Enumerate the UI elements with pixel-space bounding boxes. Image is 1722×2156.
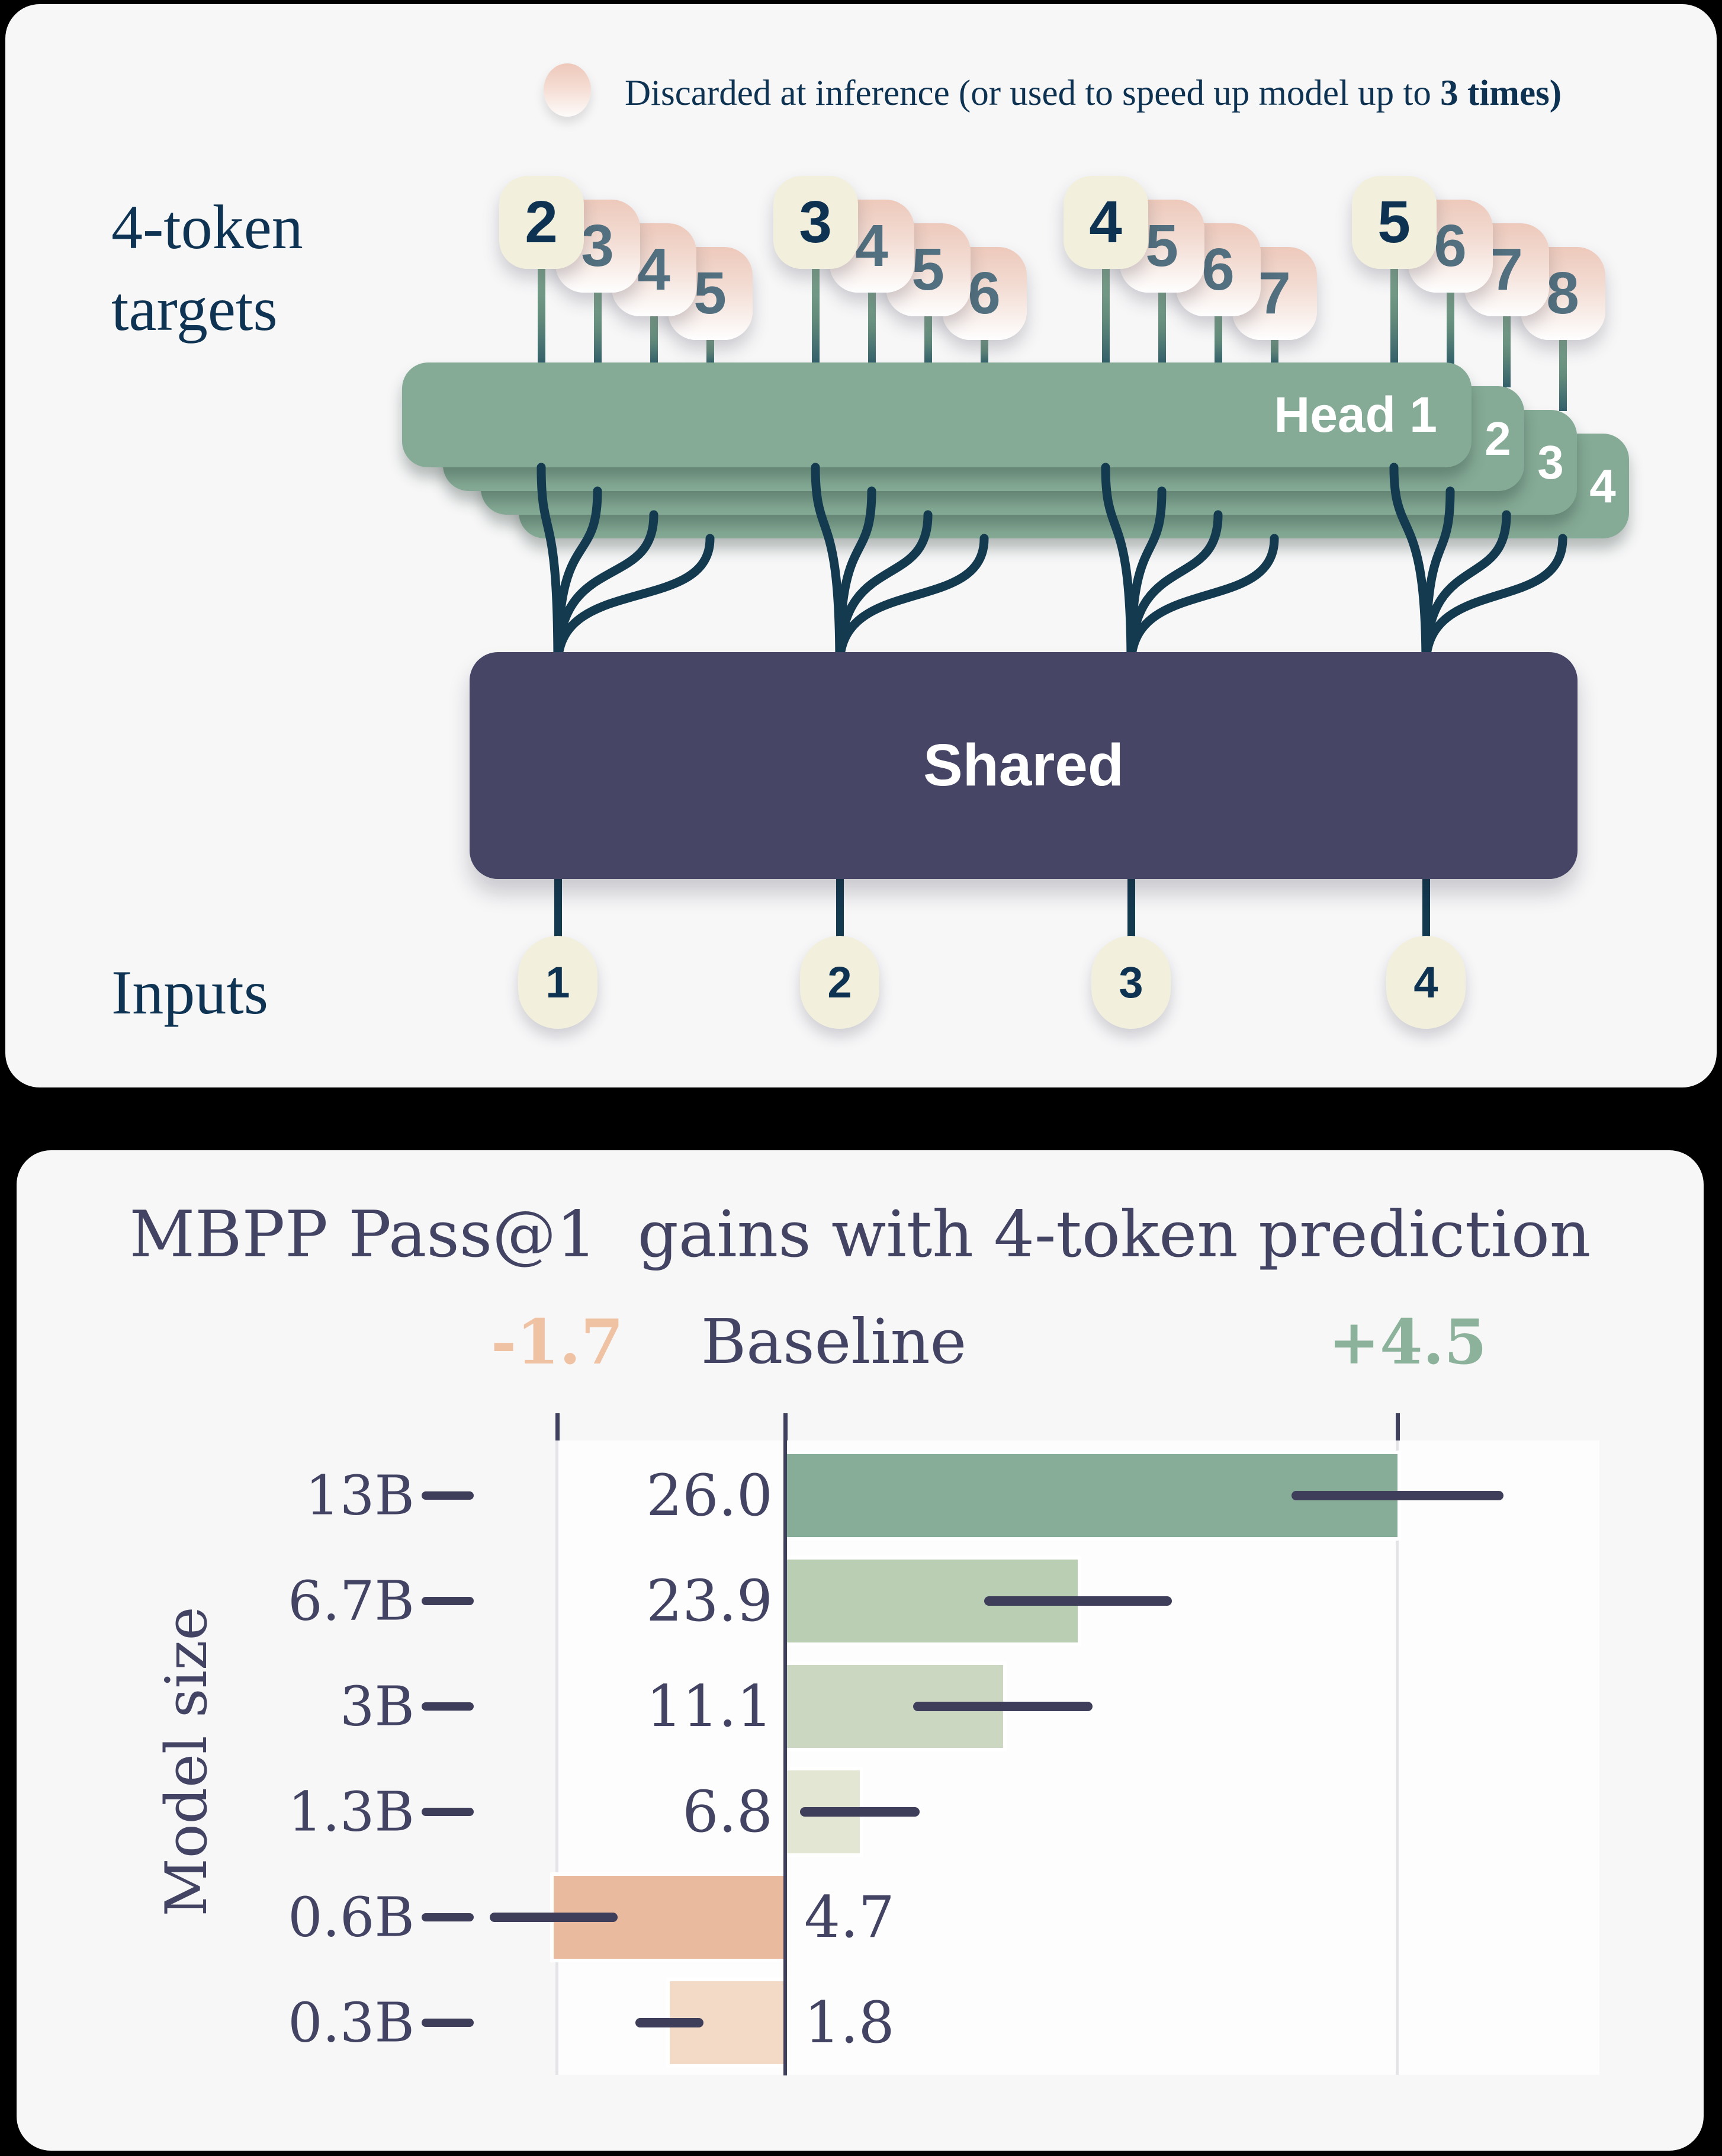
input-stem-3 xyxy=(1127,869,1135,946)
error-bar-0.6B xyxy=(490,1913,618,1922)
inputs-axis-label: Inputs xyxy=(111,958,268,1027)
branch-input1-head3 xyxy=(553,510,658,669)
input-token-2: 2 xyxy=(800,936,879,1029)
branch-input4-head1 xyxy=(1389,463,1431,669)
chart-panel: MBPP Pass@1 gains with 4-token predictio… xyxy=(17,1150,1704,2151)
y-tick-mark-0.6B xyxy=(422,1913,474,1921)
error-bar-1.3B xyxy=(800,1807,920,1817)
input-token-1: 1 xyxy=(518,936,597,1029)
y-tick-label-6.7B: 6.7B xyxy=(288,1569,415,1633)
shared-trunk-block: Shared xyxy=(470,652,1578,879)
gridline-max xyxy=(1396,1440,1399,2075)
input-stem-1 xyxy=(554,869,562,946)
score-label-13B: 26.0 xyxy=(646,1462,773,1529)
branch-input4-head3 xyxy=(1421,510,1511,669)
input-token-3: 3 xyxy=(1091,936,1171,1029)
target-token-stem xyxy=(1102,264,1110,364)
y-tick-mark-3B xyxy=(422,1702,474,1711)
chart-max-gain-label: +4.5 xyxy=(1328,1305,1488,1378)
chart-baseline-label: Baseline xyxy=(701,1305,967,1378)
score-label-6.7B: 23.9 xyxy=(646,1568,773,1634)
branch-input3-head4 xyxy=(1126,534,1279,669)
error-bar-3B xyxy=(913,1702,1093,1711)
target-token-stem xyxy=(594,288,602,364)
target-token-stem xyxy=(1559,335,1567,411)
y-tick-label-1.3B: 1.3B xyxy=(288,1780,415,1844)
prediction-head-label-3: 3 xyxy=(1537,436,1564,489)
targets-axis-label: 4-token targets xyxy=(111,187,303,350)
chart-min-gain-label: -1.7 xyxy=(490,1305,624,1378)
branch-input2-head4 xyxy=(835,534,989,669)
score-label-3B: 11.1 xyxy=(646,1673,773,1740)
y-tick-label-0.6B: 0.6B xyxy=(288,1885,415,1949)
legend-caption: Discarded at inference (or used to speed… xyxy=(625,73,1562,114)
legend-caption-bold: 3 times) xyxy=(1440,73,1562,113)
score-label-0.6B: 4.7 xyxy=(804,1884,895,1950)
target-token-stem xyxy=(1390,264,1398,364)
score-label-1.3B: 6.8 xyxy=(682,1779,773,1845)
target-token-stem xyxy=(1503,312,1511,387)
y-tick-mark-0.3B xyxy=(422,2019,474,2027)
input-stem-2 xyxy=(836,869,844,946)
target-token-stem xyxy=(924,312,932,364)
target-token-stem xyxy=(1271,335,1278,364)
y-tick-mark-1.3B xyxy=(422,1808,474,1816)
y-axis-title: Model size xyxy=(153,1606,220,1917)
legend-caption-regular: Discarded at inference (or used to speed… xyxy=(625,73,1441,113)
tick-min xyxy=(555,1413,560,1440)
score-label-0.3B: 1.8 xyxy=(804,1990,895,2056)
targets-label-line1: 4-token xyxy=(111,192,303,262)
branch-input2-head2 xyxy=(835,486,876,669)
target-token-3: 3 xyxy=(773,176,858,269)
architecture-panel: Discarded at inference (or used to speed… xyxy=(5,4,1717,1087)
discarded-token-legend-icon xyxy=(544,63,591,117)
target-token-stem xyxy=(1447,288,1454,364)
baseline-axis xyxy=(783,1440,787,2075)
branch-input1-head4 xyxy=(553,534,715,669)
tick-baseline xyxy=(783,1413,788,1440)
target-token-5: 5 xyxy=(1351,176,1437,269)
input-stem-4 xyxy=(1422,869,1430,946)
y-tick-mark-6.7B xyxy=(422,1597,474,1605)
target-token-stem xyxy=(1158,288,1166,364)
target-token-stem xyxy=(650,312,658,364)
prediction-head-label-4: 4 xyxy=(1589,460,1616,512)
branch-input4-head4 xyxy=(1421,534,1567,669)
target-token-stem xyxy=(981,335,988,364)
branch-input3-head3 xyxy=(1126,510,1223,669)
prediction-head-label-1: Head 1 xyxy=(1274,387,1437,442)
targets-label-line2: targets xyxy=(111,274,278,344)
branch-input3-head2 xyxy=(1126,486,1167,669)
target-token-4: 4 xyxy=(1063,176,1148,269)
gridline-min xyxy=(555,1440,558,2075)
prediction-head-label-2: 2 xyxy=(1485,412,1511,465)
branch-input2-head3 xyxy=(835,510,933,669)
error-bar-13B xyxy=(1291,1491,1504,1500)
target-token-stem xyxy=(538,264,545,364)
trunk-branch-connectors xyxy=(536,463,1567,669)
prediction-head-bar-1: Head 1 xyxy=(402,362,1472,467)
error-bar-6.7B xyxy=(984,1596,1172,1606)
plot-area xyxy=(557,1440,1599,2075)
branch-input1-head2 xyxy=(553,486,602,669)
target-token-stem xyxy=(1215,312,1222,364)
branch-input4-head2 xyxy=(1421,486,1455,669)
tick-max xyxy=(1396,1413,1400,1440)
target-token-2: 2 xyxy=(499,176,584,269)
error-bar-0.3B xyxy=(635,2018,704,2027)
y-tick-label-3B: 3B xyxy=(339,1674,415,1738)
y-tick-mark-13B xyxy=(422,1491,474,1500)
y-tick-label-0.3B: 0.3B xyxy=(288,1991,415,2055)
target-token-stem xyxy=(868,288,876,364)
target-token-stem xyxy=(812,264,820,364)
y-tick-label-13B: 13B xyxy=(305,1464,415,1528)
target-token-stem xyxy=(706,335,714,364)
input-token-4: 4 xyxy=(1386,936,1466,1029)
chart-title: MBPP Pass@1 gains with 4-token predictio… xyxy=(129,1198,1591,1272)
shared-block-label: Shared xyxy=(923,732,1124,798)
